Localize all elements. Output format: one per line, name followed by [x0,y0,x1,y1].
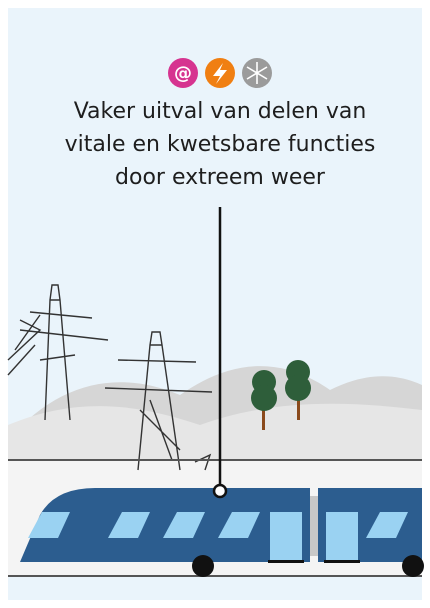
pointer-dot [212,483,228,499]
title-line: door extreem weer [115,165,326,190]
svg-text:@: @ [174,63,192,84]
pylon [104,331,213,471]
train [20,488,424,577]
title-line: Vaker uitval van delen van [74,99,367,124]
icon-transport [242,58,272,88]
trees [251,360,311,430]
icon-cyber: @ [168,58,198,88]
hill-front [8,403,422,460]
pylon [7,284,109,421]
icon-energy [205,58,235,88]
title-line: vitale en kwetsbare functies [65,132,376,157]
